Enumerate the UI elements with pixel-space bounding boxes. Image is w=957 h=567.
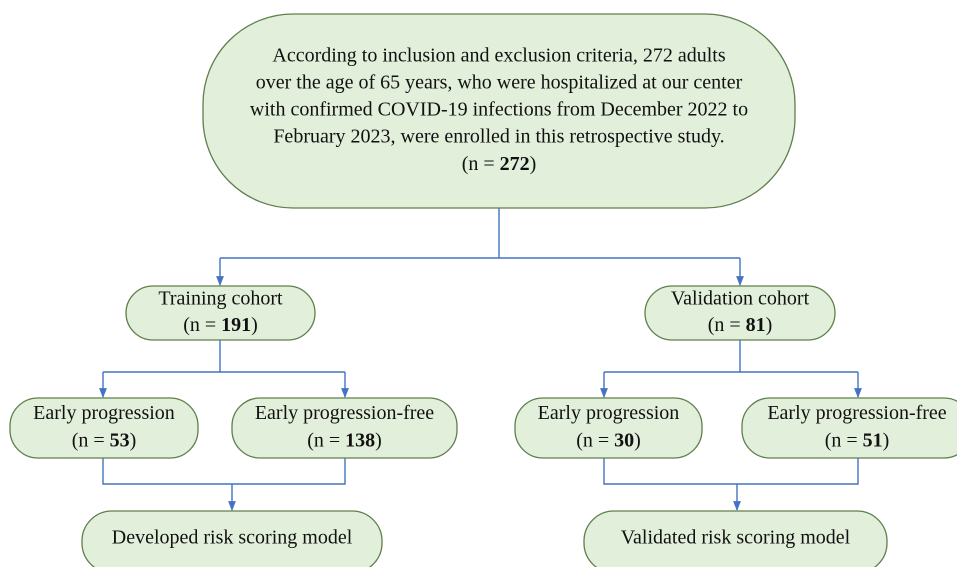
node-count: (n = 272) <box>462 153 537 175</box>
node-box <box>125 285 316 341</box>
connector <box>603 458 859 485</box>
node-label: Training cohort <box>158 288 283 310</box>
node: Early progression-free (n = 138) <box>231 397 458 459</box>
node: Developed risk scoring model <box>81 510 383 567</box>
count-prefix: (n = <box>576 429 614 451</box>
node-label: Early progression <box>538 402 680 424</box>
count-prefix: (n = <box>708 314 746 336</box>
connector <box>103 340 345 373</box>
node-label: over the age of 65 years, who were hospi… <box>256 72 743 94</box>
node-box <box>231 397 458 459</box>
node: Training cohort (n = 191) <box>125 285 316 341</box>
connectors <box>99 208 862 511</box>
node-label: with confirmed COVID-19 infections from … <box>250 99 748 121</box>
node: Validated risk scoring model <box>583 510 888 567</box>
count-prefix: (n = <box>307 429 345 451</box>
node-count: (n = 81) <box>708 314 773 336</box>
node-label: Early progression-free <box>255 402 434 424</box>
node-count: (n = 138) <box>307 429 382 451</box>
count-value: 191 <box>221 314 251 336</box>
count-suffix: ) <box>883 429 890 451</box>
node-box <box>514 397 703 459</box>
count-value: 51 <box>863 429 883 451</box>
count-suffix: ) <box>375 429 382 451</box>
node-count: (n = 51) <box>825 429 890 451</box>
node-box <box>741 397 957 459</box>
count-value: 138 <box>345 429 375 451</box>
count-prefix: (n = <box>72 429 110 451</box>
node-box <box>644 285 836 341</box>
node-count: (n = 191) <box>183 314 258 336</box>
node-label: According to inclusion and exclusion cri… <box>272 45 725 67</box>
node-label: Validation cohort <box>671 288 810 310</box>
count-suffix: ) <box>130 429 137 451</box>
count-prefix: (n = <box>183 314 221 336</box>
count-prefix: (n = <box>825 429 863 451</box>
count-value: 81 <box>746 314 766 336</box>
count-suffix: ) <box>634 429 641 451</box>
connector <box>102 458 346 485</box>
count-suffix: ) <box>530 153 537 175</box>
node: According to inclusion and exclusion cri… <box>202 13 796 209</box>
node-count: (n = 53) <box>72 429 137 451</box>
node-label: Validated risk scoring model <box>621 527 851 549</box>
count-suffix: ) <box>251 314 258 336</box>
node-box <box>202 13 796 209</box>
node-label: Developed risk scoring model <box>112 527 353 549</box>
node-count: (n = 30) <box>576 429 641 451</box>
count-value: 53 <box>110 429 130 451</box>
count-value: 30 <box>614 429 634 451</box>
node-box <box>9 397 199 459</box>
node-label: February 2023, were enrolled in this ret… <box>273 126 724 148</box>
node: Early progression (n = 53) <box>9 397 199 459</box>
count-value: 272 <box>500 153 530 175</box>
node-box <box>583 510 888 567</box>
connector <box>604 340 858 373</box>
node-label: Early progression <box>33 402 175 424</box>
node-box <box>81 510 383 567</box>
node: Early progression-free (n = 51) <box>741 397 957 459</box>
node-label: Early progression-free <box>767 402 946 424</box>
node: Validation cohort (n = 81) <box>644 285 836 341</box>
connector <box>220 208 740 259</box>
node: Early progression (n = 30) <box>514 397 703 459</box>
count-suffix: ) <box>766 314 773 336</box>
count-prefix: (n = <box>462 153 500 175</box>
